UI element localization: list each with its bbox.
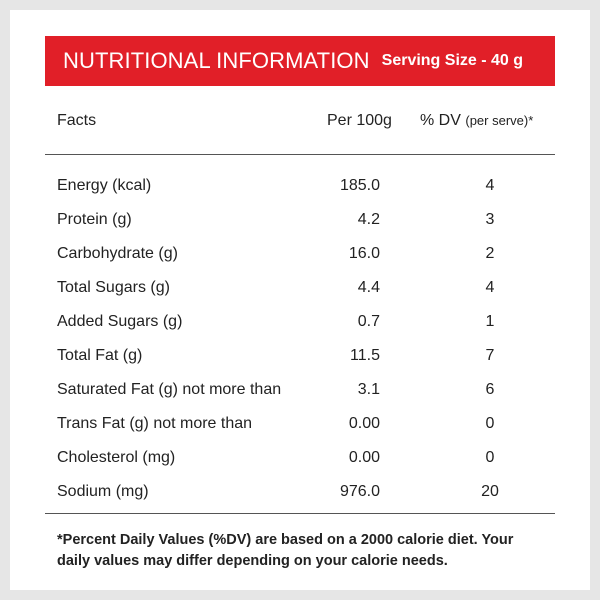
nutrient-name: Protein (g) [57, 211, 132, 228]
bottom-divider [45, 513, 555, 514]
table-header: Facts Per 100g % DV (per serve)* [45, 86, 555, 155]
per-100g-value: 11.5 [350, 347, 380, 364]
daily-value: 1 [485, 313, 495, 330]
table-row: Total Sugars (g) 4.4 4 [45, 271, 555, 305]
table-row: Energy (kcal) 185.0 4 [45, 169, 555, 203]
per-100g-value: 0.00 [348, 415, 380, 432]
header-per-100g: Per 100g [327, 112, 392, 129]
per-100g-value: 3.1 [357, 381, 380, 398]
nutrient-name: Cholesterol (mg) [57, 449, 176, 466]
table-row: Cholesterol (mg) 0.00 0 [45, 441, 555, 475]
header-facts: Facts [57, 112, 97, 129]
daily-value: 4 [485, 177, 495, 194]
footnote: *Percent Daily Values (%DV) are based on… [57, 532, 514, 569]
title-banner: NUTRITIONAL INFORMATION Serving Size - 4… [45, 36, 555, 86]
per-100g-value: 185.0 [339, 177, 380, 194]
nutrient-name: Added Sugars (g) [57, 313, 183, 330]
daily-value: 6 [485, 381, 495, 398]
per-100g-value: 16.0 [348, 245, 380, 262]
header-dv-label: % DV [420, 112, 461, 129]
header-daily-value: % DV (per serve)* [420, 112, 533, 130]
nutrition-label: NUTRITIONAL INFORMATION Serving Size - 4… [45, 36, 555, 572]
table-row: Sodium (mg) 976.0 20 [45, 475, 555, 509]
per-100g-value: 0.7 [357, 313, 380, 330]
table-row: Trans Fat (g) not more than 0.00 0 [45, 407, 555, 441]
per-100g-value: 976.0 [339, 483, 380, 500]
daily-value: 4 [485, 279, 495, 296]
table-row: Carbohydrate (g) 16.0 2 [45, 237, 555, 271]
nutrient-name: Energy (kcal) [57, 177, 152, 194]
daily-value: 0 [485, 415, 495, 432]
per-100g-value: 0.00 [348, 449, 380, 466]
daily-value: 0 [485, 449, 495, 466]
table-row: Added Sugars (g) 0.7 1 [45, 305, 555, 339]
header-dv-sub: (per serve)* [465, 113, 534, 128]
nutrient-name: Total Sugars (g) [57, 279, 170, 296]
page-background: NUTRITIONAL INFORMATION Serving Size - 4… [10, 10, 590, 590]
table-row: Protein (g) 4.2 3 [45, 203, 555, 237]
banner-title: NUTRITIONAL INFORMATION [63, 48, 370, 73]
daily-value: 3 [485, 211, 495, 228]
daily-value: 7 [485, 347, 495, 364]
nutrient-name: Saturated Fat (g) not more than [57, 381, 282, 398]
nutrient-table: Energy (kcal) 185.0 4 Protein (g) 4.2 3 … [45, 155, 555, 509]
table-row: Saturated Fat (g) not more than 3.1 6 [45, 373, 555, 407]
per-100g-value: 4.4 [357, 279, 380, 296]
per-100g-value: 4.2 [357, 211, 380, 228]
nutrient-name: Trans Fat (g) not more than [57, 415, 253, 432]
nutrient-name: Total Fat (g) [57, 347, 143, 364]
table-row: Total Fat (g) 11.5 7 [45, 339, 555, 373]
nutrient-name: Sodium (mg) [57, 483, 149, 500]
nutrient-name: Carbohydrate (g) [57, 245, 178, 262]
daily-value: 2 [485, 245, 495, 262]
daily-value: 20 [481, 483, 499, 500]
serving-size: Serving Size - 40 g [381, 52, 524, 69]
